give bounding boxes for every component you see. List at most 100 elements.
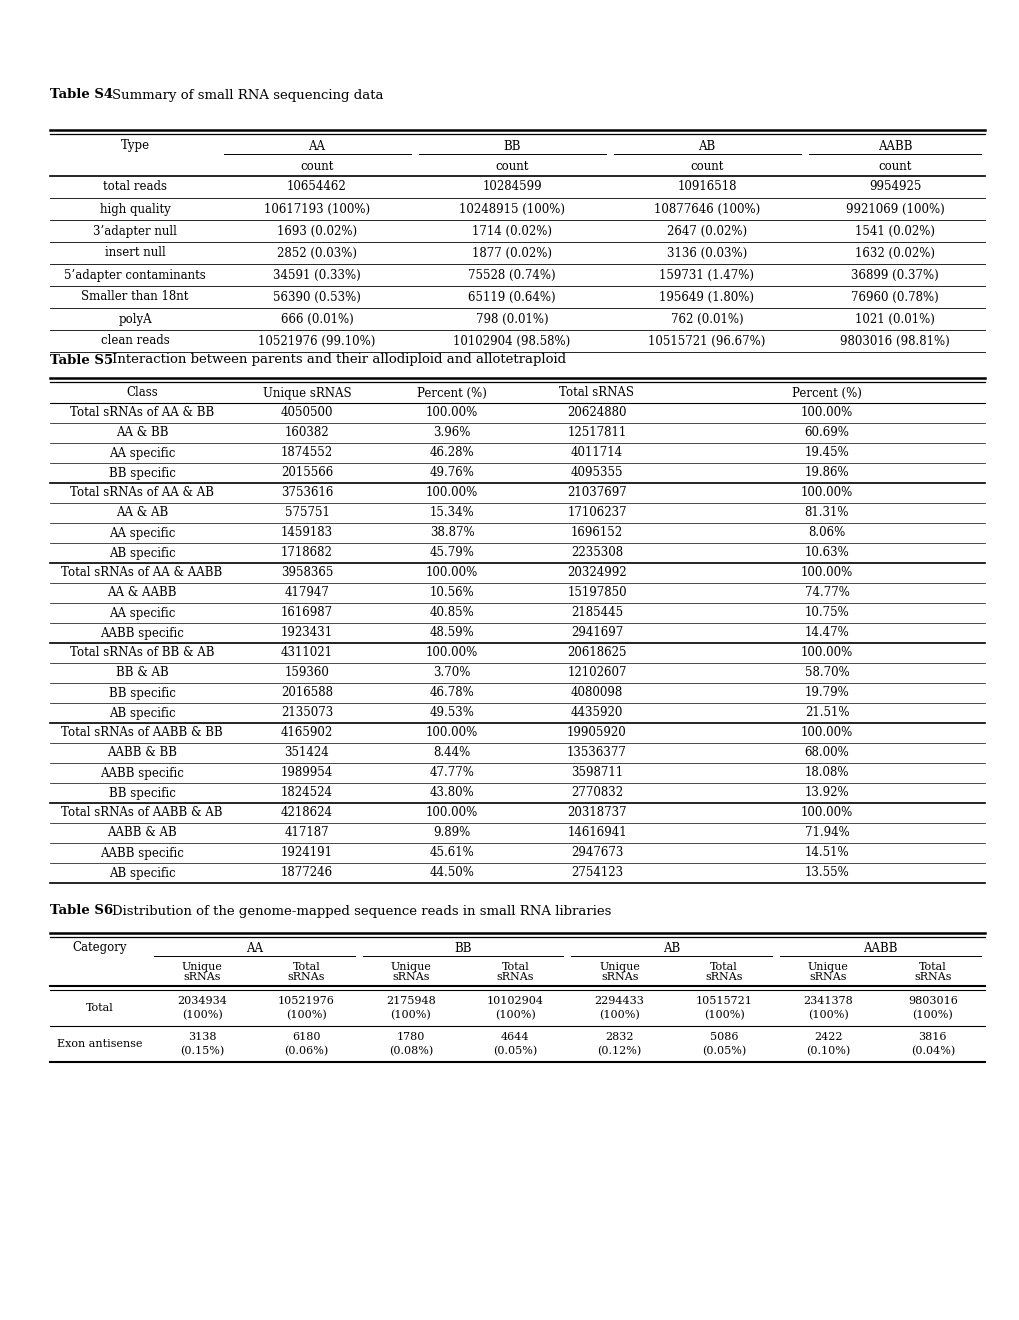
Text: 4435920: 4435920 — [571, 706, 623, 719]
Text: 9954925: 9954925 — [868, 181, 920, 194]
Text: 21037697: 21037697 — [567, 487, 627, 499]
Text: 1874552: 1874552 — [280, 446, 333, 459]
Text: 2852 (0.03%): 2852 (0.03%) — [277, 247, 357, 260]
Text: 9921069 (100%): 9921069 (100%) — [845, 202, 944, 215]
Text: AABB & BB: AABB & BB — [107, 747, 177, 759]
Text: 4011714: 4011714 — [571, 446, 623, 459]
Text: sRNAs: sRNAs — [809, 972, 847, 982]
Text: 2754123: 2754123 — [571, 866, 623, 879]
Text: (0.06%): (0.06%) — [284, 1045, 328, 1056]
Text: (100%): (100%) — [807, 1010, 848, 1020]
Text: 100.00%: 100.00% — [800, 807, 852, 820]
Text: 3’adapter null: 3’adapter null — [93, 224, 176, 238]
Text: 4311021: 4311021 — [280, 647, 332, 660]
Text: 20324992: 20324992 — [567, 566, 627, 579]
Text: Percent (%): Percent (%) — [417, 387, 486, 400]
Text: 100.00%: 100.00% — [800, 407, 852, 420]
Text: 65119 (0.64%): 65119 (0.64%) — [468, 290, 555, 304]
Text: Total: Total — [86, 1003, 114, 1012]
Text: 19.86%: 19.86% — [804, 466, 849, 479]
Text: AA & AB: AA & AB — [116, 507, 168, 520]
Text: (0.05%): (0.05%) — [493, 1045, 537, 1056]
Text: 4095355: 4095355 — [571, 466, 623, 479]
Text: polyA: polyA — [118, 313, 152, 326]
Text: 13.55%: 13.55% — [804, 866, 849, 879]
Text: sRNAs: sRNAs — [704, 972, 742, 982]
Text: BB specific: BB specific — [108, 466, 175, 479]
Text: 21.51%: 21.51% — [804, 706, 849, 719]
Text: Total sRNAS: Total sRNAS — [559, 387, 634, 400]
Text: AA: AA — [308, 140, 325, 153]
Text: 14616941: 14616941 — [567, 826, 627, 840]
Text: AA & BB: AA & BB — [115, 426, 168, 440]
Text: 36899 (0.37%): 36899 (0.37%) — [850, 268, 937, 281]
Text: 15197850: 15197850 — [567, 586, 627, 599]
Text: 68.00%: 68.00% — [804, 747, 849, 759]
Text: total reads: total reads — [103, 181, 167, 194]
Text: Total: Total — [709, 962, 737, 972]
Text: 1780: 1780 — [396, 1032, 425, 1041]
Text: 58.70%: 58.70% — [804, 667, 849, 680]
Text: BB: BB — [453, 941, 472, 954]
Text: sRNAs: sRNAs — [600, 972, 638, 982]
Text: 20624880: 20624880 — [567, 407, 626, 420]
Text: Table S6: Table S6 — [50, 904, 113, 917]
Text: 43.80%: 43.80% — [429, 787, 474, 800]
Text: 2235308: 2235308 — [571, 546, 623, 560]
Text: Total sRNAs of AA & BB: Total sRNAs of AA & BB — [70, 407, 214, 420]
Text: (0.05%): (0.05%) — [701, 1045, 746, 1056]
Text: 10654462: 10654462 — [286, 181, 346, 194]
Text: 5086: 5086 — [709, 1032, 738, 1041]
Text: Total: Total — [918, 962, 946, 972]
Text: count: count — [690, 160, 722, 173]
Text: Exon antisense: Exon antisense — [57, 1039, 143, 1049]
Text: Total: Total — [501, 962, 529, 972]
Text: Type: Type — [120, 140, 150, 153]
Text: Summary of small RNA sequencing data: Summary of small RNA sequencing data — [112, 88, 383, 102]
Text: 798 (0.01%): 798 (0.01%) — [475, 313, 548, 326]
Text: 20618625: 20618625 — [567, 647, 626, 660]
Text: AA & AABB: AA & AABB — [107, 586, 176, 599]
Text: 10916518: 10916518 — [677, 181, 736, 194]
Text: 3958365: 3958365 — [280, 566, 333, 579]
Text: 100.00%: 100.00% — [426, 807, 478, 820]
Text: 10284599: 10284599 — [482, 181, 541, 194]
Text: 4644: 4644 — [500, 1032, 529, 1041]
Text: AABB: AABB — [862, 941, 897, 954]
Text: sRNAs: sRNAs — [287, 972, 325, 982]
Text: 2832: 2832 — [605, 1032, 634, 1041]
Text: Category: Category — [72, 941, 127, 954]
Text: 14.51%: 14.51% — [804, 846, 849, 859]
Text: 48.59%: 48.59% — [429, 627, 474, 639]
Text: AB specific: AB specific — [109, 866, 175, 879]
Text: 3598711: 3598711 — [571, 767, 623, 780]
Text: 1714 (0.02%): 1714 (0.02%) — [472, 224, 551, 238]
Text: 10515721 (96.67%): 10515721 (96.67%) — [648, 334, 765, 347]
Text: 10521976: 10521976 — [278, 995, 334, 1006]
Text: 1877246: 1877246 — [280, 866, 333, 879]
Text: AA specific: AA specific — [109, 446, 175, 459]
Text: AB: AB — [662, 941, 680, 954]
Text: 1021 (0.01%): 1021 (0.01%) — [854, 313, 934, 326]
Text: 5’adapter contaminants: 5’adapter contaminants — [64, 268, 206, 281]
Text: AA specific: AA specific — [109, 606, 175, 619]
Text: 1693 (0.02%): 1693 (0.02%) — [277, 224, 357, 238]
Text: 4218624: 4218624 — [280, 807, 332, 820]
Text: BB specific: BB specific — [108, 686, 175, 700]
Text: 2135073: 2135073 — [280, 706, 333, 719]
Text: 1696152: 1696152 — [571, 527, 623, 540]
Text: clean reads: clean reads — [101, 334, 169, 347]
Text: 13.92%: 13.92% — [804, 787, 849, 800]
Text: 10617193 (100%): 10617193 (100%) — [264, 202, 370, 215]
Text: insert null: insert null — [105, 247, 165, 260]
Text: (0.10%): (0.10%) — [806, 1045, 850, 1056]
Text: (0.04%): (0.04%) — [910, 1045, 954, 1056]
Text: 1923431: 1923431 — [280, 627, 333, 639]
Text: 195649 (1.80%): 195649 (1.80%) — [659, 290, 754, 304]
Text: AA: AA — [246, 941, 263, 954]
Text: 46.78%: 46.78% — [429, 686, 474, 700]
Text: 1989954: 1989954 — [280, 767, 333, 780]
Text: 4080098: 4080098 — [571, 686, 623, 700]
Text: 6180: 6180 — [292, 1032, 321, 1041]
Text: 3.70%: 3.70% — [433, 667, 470, 680]
